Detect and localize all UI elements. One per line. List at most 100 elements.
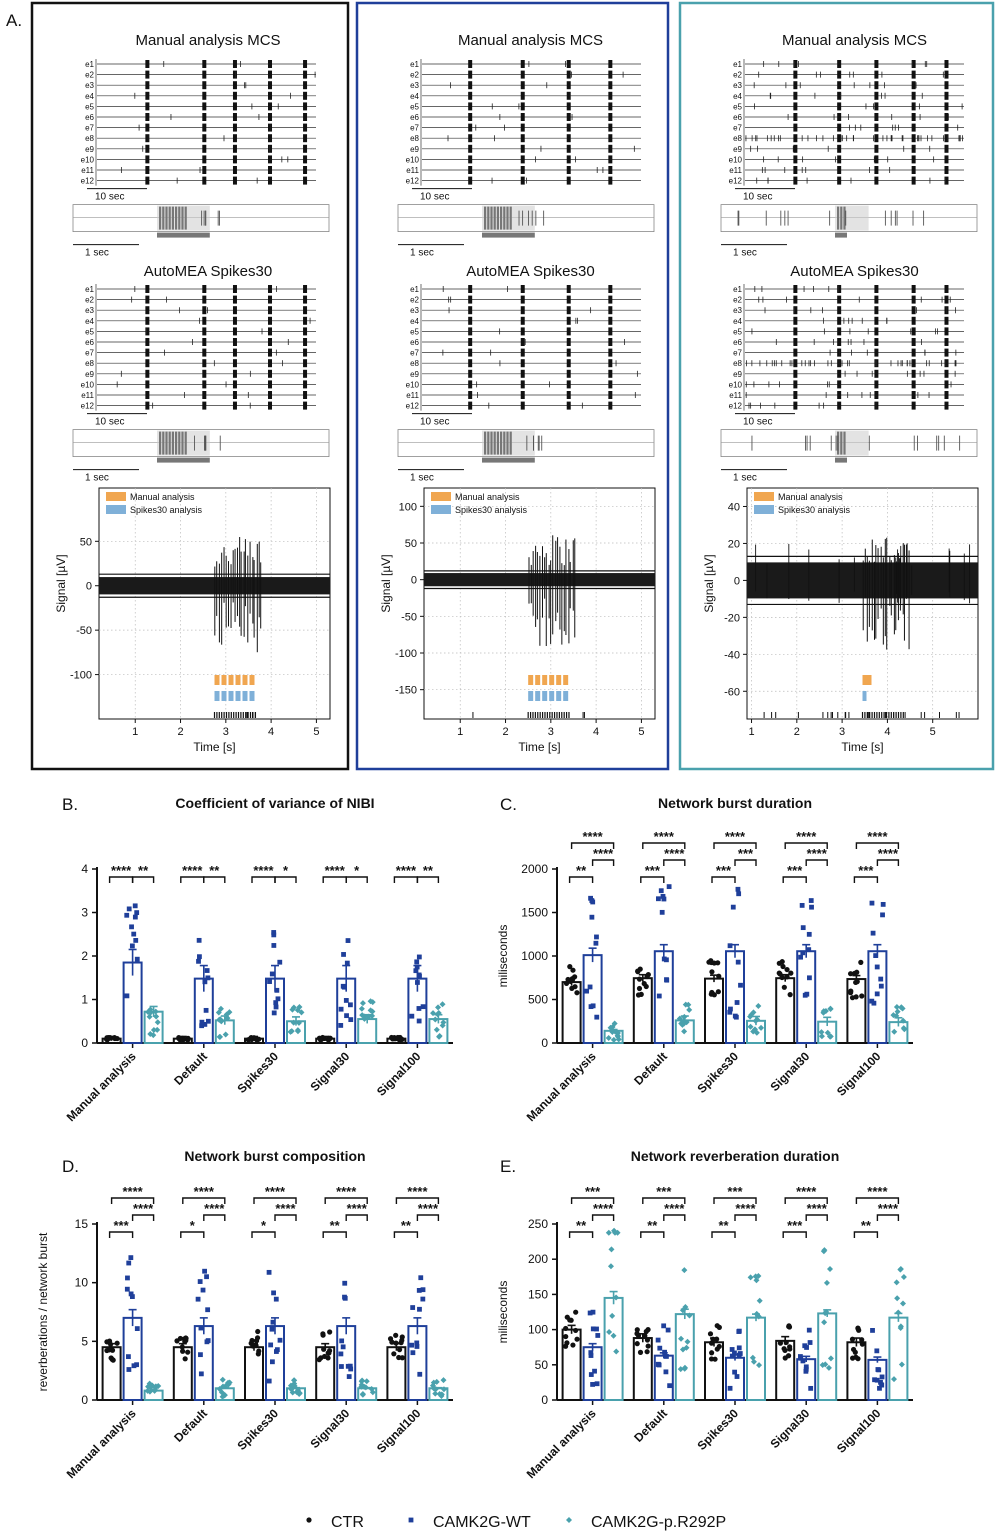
data-point	[204, 968, 210, 973]
data-point	[750, 1358, 757, 1365]
data-point	[327, 1035, 333, 1041]
burst-tick	[268, 295, 273, 304]
data-point	[327, 1329, 333, 1335]
data-point	[393, 1340, 399, 1346]
scale-label-short: 1 sec	[85, 473, 109, 484]
burst-tick	[468, 285, 473, 293]
burst-tick	[566, 134, 571, 143]
data-point	[738, 982, 743, 988]
signal-ytick-label: -100	[395, 648, 417, 660]
signal-xlabel: Time [s]	[841, 740, 883, 754]
burst-tick	[520, 285, 525, 293]
data-point	[363, 1378, 370, 1385]
burst-tick	[837, 316, 842, 325]
data-point	[681, 1267, 688, 1274]
data-point	[634, 1327, 640, 1333]
bar-camk2g-wt	[725, 950, 745, 1045]
data-point	[758, 1024, 765, 1031]
spikes30-burst-marker	[862, 691, 867, 701]
data-point	[365, 1013, 372, 1020]
burst-tick	[202, 327, 207, 336]
burst-tick	[202, 306, 207, 315]
burst-tick	[232, 155, 237, 164]
data-point	[340, 1344, 346, 1350]
data-point	[318, 1036, 324, 1043]
electrode-label: e9	[410, 145, 419, 154]
data-point	[606, 1328, 613, 1335]
burst-tick	[944, 155, 949, 164]
significance-bracket	[274, 1214, 297, 1221]
data-point	[202, 979, 208, 985]
burst-tick	[793, 166, 798, 174]
burst-tick	[911, 338, 916, 346]
data-point	[146, 1013, 153, 1020]
data-point	[198, 1371, 204, 1377]
burst-tick	[268, 81, 273, 90]
burst-tick	[793, 144, 798, 153]
electrode-label: e5	[410, 327, 419, 336]
data-point	[808, 1385, 814, 1391]
data-point	[295, 1019, 302, 1026]
burst-tick	[608, 348, 613, 357]
data-point	[430, 1010, 437, 1017]
data-point	[823, 1279, 830, 1286]
data-point	[432, 1016, 439, 1023]
electrode-label: e10	[406, 155, 420, 164]
bar-camk2g-wt	[336, 1325, 357, 1401]
burst-tick	[268, 401, 273, 410]
spikes30-burst-marker	[214, 691, 220, 701]
significance-label: **	[401, 1218, 412, 1233]
bar-camk2g-wt	[193, 1325, 214, 1401]
electrode-label: e10	[406, 380, 420, 389]
burst-tick	[303, 155, 308, 164]
spikes30-burst-marker	[542, 691, 548, 701]
burst-tick	[793, 327, 798, 336]
data-point	[854, 979, 860, 985]
data-point	[152, 1008, 159, 1015]
category-label: Manual analysis	[524, 1406, 599, 1481]
burst-tick	[145, 306, 150, 315]
data-point	[613, 1348, 620, 1355]
data-point	[204, 1274, 209, 1280]
bar-chart-e: E. Network reverberation duration 0 50 100 15…	[496, 1148, 913, 1481]
burst-tick	[566, 285, 571, 293]
significance-label: **	[647, 1218, 658, 1233]
category-label: Spikes30	[234, 1049, 281, 1096]
burst-tick	[793, 306, 798, 315]
electrode-label: e12	[81, 177, 95, 186]
legend-label: CAMK2G-p.R292P	[591, 1514, 726, 1531]
burst-tick	[520, 391, 525, 399]
signal-ytick-label: 0	[411, 575, 417, 587]
data-point	[254, 1335, 261, 1341]
legend-swatch-manual	[431, 492, 451, 501]
significance-label: ***	[645, 863, 661, 878]
electrode-label: e6	[733, 113, 742, 122]
legend-label: CAMK2G-WT	[433, 1514, 531, 1531]
electrode-label: e5	[733, 102, 742, 111]
burst-tick	[520, 166, 525, 174]
data-point	[753, 1277, 760, 1284]
electrode-label: e8	[410, 134, 419, 143]
y-axis-label: reverberations / network burst	[36, 1232, 50, 1391]
signal-xtick-label: 1	[457, 726, 463, 738]
data-point	[179, 1344, 185, 1350]
data-point	[869, 998, 875, 1004]
significance-label: ****	[867, 1184, 888, 1199]
burst-tick	[911, 144, 916, 153]
burst-tick	[145, 295, 150, 304]
electrode-label: e10	[81, 155, 95, 164]
burst-tick	[520, 91, 525, 100]
signal-xtick-label: 3	[223, 726, 229, 738]
significance-label: ****	[275, 1201, 296, 1216]
electrode-label: e7	[733, 349, 742, 358]
data-point	[410, 1350, 416, 1356]
significance-label: ****	[194, 1184, 215, 1199]
zoom-highlight	[835, 205, 869, 231]
burst-tick	[793, 401, 798, 410]
electrode-label: e4	[85, 92, 94, 101]
significance-bracket	[805, 1214, 828, 1221]
significance-label: ****	[325, 863, 346, 878]
data-point	[205, 1018, 211, 1024]
bar-ctr	[101, 1346, 122, 1401]
manual-burst-marker	[549, 675, 555, 685]
